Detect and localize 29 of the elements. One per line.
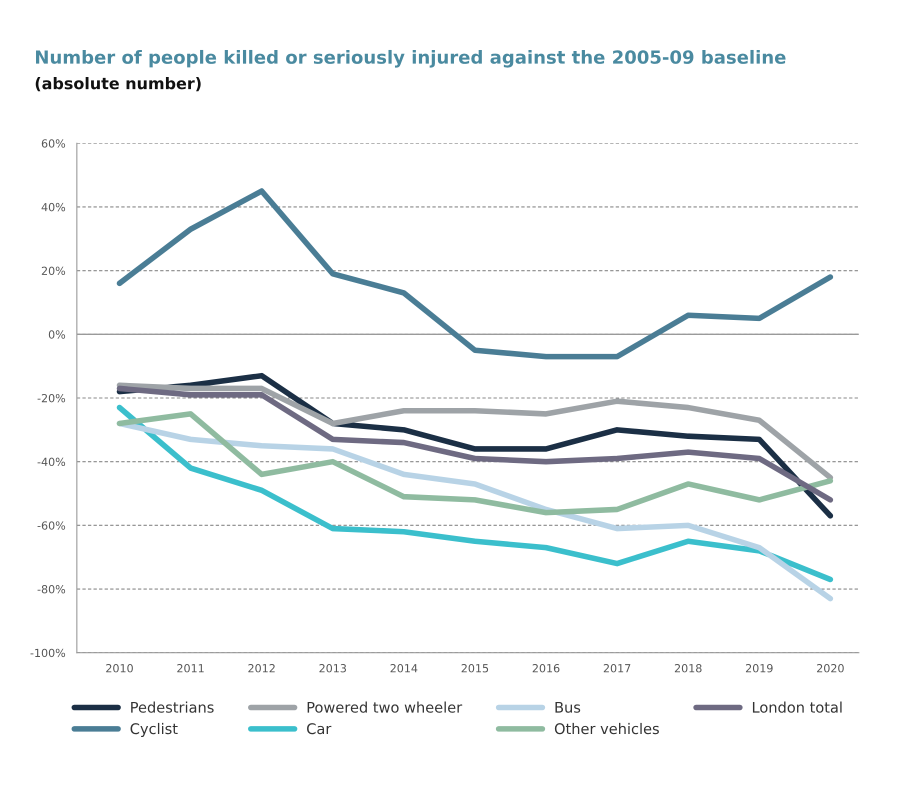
x-tick-label: 2019 — [746, 664, 773, 672]
x-tick-label: 2017 — [604, 664, 630, 672]
y-tick-label: -80% — [38, 585, 66, 594]
legend-label: London total — [752, 702, 842, 713]
legend-label: Bus — [555, 702, 580, 713]
y-tick-label: 0% — [48, 330, 66, 339]
x-tick-label: 2012 — [248, 664, 275, 672]
legend-label: Car — [307, 723, 332, 734]
x-tick-label: 2011 — [177, 664, 204, 672]
x-tick-label: 2018 — [674, 664, 702, 672]
y-tick-label: -60% — [38, 521, 66, 530]
y-tick-label: 60% — [42, 139, 66, 148]
y-tick-label: -40% — [38, 458, 66, 466]
chart-subtitle: (absolute number) — [36, 77, 201, 92]
legend-label: Powered two wheeler — [308, 702, 462, 713]
y-tick-label: 20% — [42, 266, 66, 276]
y-tick-label: -20% — [38, 394, 66, 402]
legend-label: Other vehicles — [554, 722, 659, 734]
legend-label: Cyclist — [130, 722, 178, 738]
x-tick-label: 2013 — [319, 664, 346, 672]
x-tick-label: 2020 — [817, 664, 844, 672]
x-tick-label: 2016 — [532, 664, 560, 672]
legend-label: Pedestrians — [131, 702, 214, 713]
x-tick-label: 2014 — [390, 664, 418, 672]
x-tick-label: 2010 — [106, 664, 133, 672]
y-tick-label: 40% — [42, 202, 66, 212]
y-tick-label: -100% — [30, 648, 66, 658]
chart-title: Number of people killed or seriously injured against the 2005-09 baseline — [36, 50, 786, 68]
x-tick-label: 2015 — [462, 664, 488, 672]
